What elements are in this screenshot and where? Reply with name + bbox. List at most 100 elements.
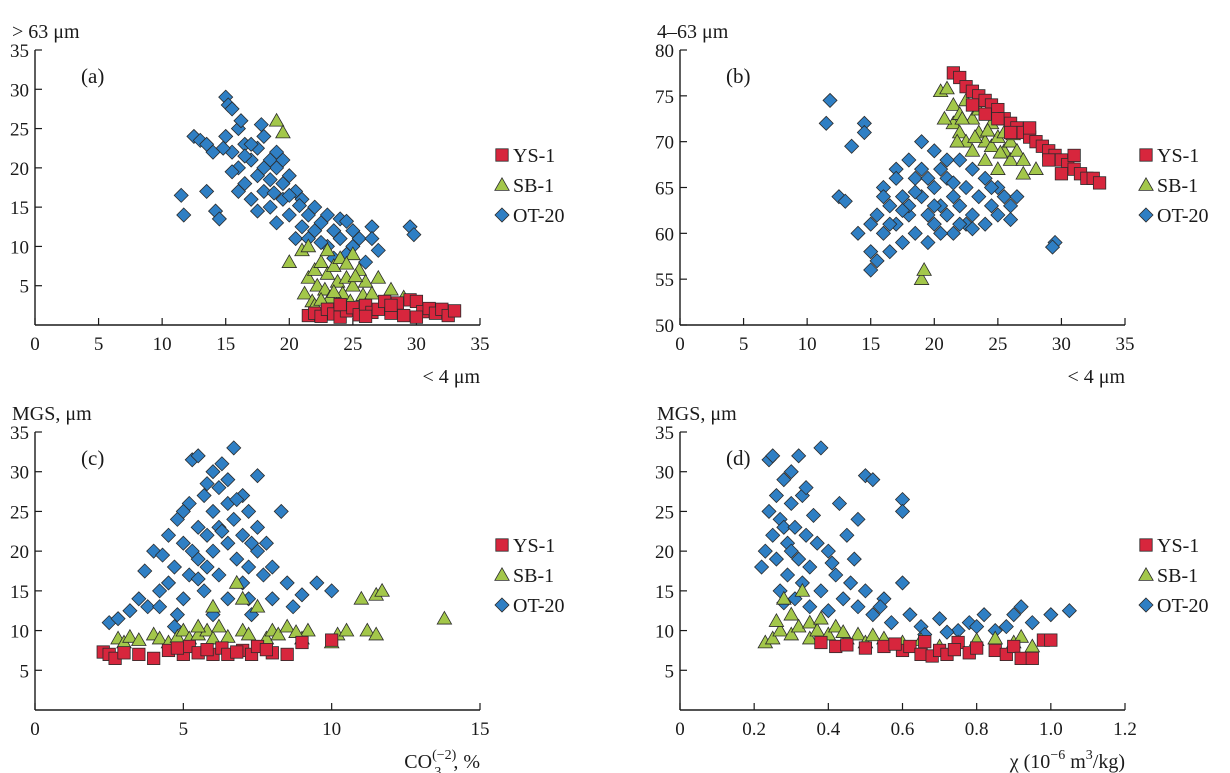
data-point-ot-20 [802,559,818,575]
data-point-sb-1 [268,112,285,127]
data-point-ot-20 [264,591,280,607]
y-tick-label: 15 [10,198,29,219]
data-point-ys-1 [947,643,962,657]
x-tick-label: 0 [675,334,685,355]
data-point-sb-1 [1013,628,1030,643]
data-point-sb-1 [913,271,930,285]
x-tick-label: 15 [471,719,490,740]
data-point-ot-20 [945,175,961,191]
data-point-ot-20 [837,193,853,209]
data-point-ot-20 [281,168,297,184]
data-point-ot-20 [224,164,240,180]
data-point-sb-1 [977,151,994,166]
data-point-ot-20 [828,567,844,583]
legend-label-ot-20: OT-20 [513,595,564,617]
data-point-ot-20 [196,487,212,504]
data-point-sb-1 [364,285,380,300]
data-point-ot-20 [875,189,891,205]
data-point-ot-20 [226,511,242,527]
data-point-ot-20 [894,503,911,519]
data-point-ot-20 [783,464,799,480]
data-point-ot-20 [990,207,1006,223]
data-point-ot-20 [933,225,949,241]
data-point-sb-1 [775,590,792,605]
legend-marker-ys-1 [1139,538,1153,552]
series-ot-20 [754,440,1077,643]
data-point-ot-20 [370,242,386,258]
data-point-ot-20 [831,495,848,512]
y-axis-title: 4–63 μm [657,21,729,43]
data-point-sb-1 [1002,151,1019,166]
data-point-ot-20 [818,115,834,131]
data-point-ot-20 [241,503,257,519]
data-point-ot-20 [939,207,955,223]
data-point-ot-20 [1044,239,1061,255]
data-point-ot-20 [983,198,1000,214]
y-tick-label: 5 [20,661,30,682]
data-point-sb-1 [205,598,221,613]
data-point-ys-1 [280,647,294,662]
data-point-ot-20 [820,603,836,619]
data-point-ot-20 [779,567,796,583]
data-point-ot-20 [850,511,866,527]
data-point-sb-1 [945,96,962,111]
data-point-ot-20 [996,189,1012,205]
x-tick-label: 30 [407,334,426,355]
data-point-ys-1 [918,635,932,649]
data-point-ot-20 [220,472,236,488]
data-point-ot-20 [894,575,911,591]
data-point-sb-1 [368,626,385,641]
data-point-ot-20 [971,189,987,205]
data-point-ot-20 [215,140,231,156]
data-point-ot-20 [229,491,245,508]
data-point-ot-20 [809,535,825,551]
data-point-ot-20 [176,207,192,223]
legend-label-ot-20: OT-20 [1157,595,1208,617]
data-point-ot-20 [883,615,899,631]
x-tick-label: 20 [925,334,944,355]
y-tick-label: 30 [10,80,29,101]
data-point-ys-1 [858,641,873,655]
series-ys-1 [96,633,339,665]
data-point-ot-20 [1043,607,1059,623]
x-tick-label: 10 [798,334,817,355]
x-tick-label: 5 [94,334,104,355]
data-point-sb-1 [383,281,399,296]
data-point-ot-20 [275,152,291,168]
data-point-ot-20 [768,551,784,567]
data-point-sb-1 [306,261,323,276]
data-point-ot-20 [846,551,862,567]
data-point-ys-1 [814,635,828,650]
panel-label: (d) [726,446,751,470]
data-point-ys-1 [1007,639,1021,654]
y-tick-label: 50 [655,316,674,337]
data-point-ot-20 [166,559,182,575]
data-point-ot-20 [835,591,851,607]
panel-label: (c) [81,446,104,470]
data-point-ot-20 [964,161,980,177]
data-point-ot-20 [235,527,251,543]
data-point-ot-20 [765,527,781,543]
data-point-sb-1 [344,277,361,292]
data-point-sb-1 [801,614,818,629]
series-ot-20 [818,92,1063,278]
data-point-ys-1 [840,638,854,652]
data-point-ot-20 [850,225,866,241]
data-point-ys-1 [1023,121,1037,135]
y-axis-title: MGS, μm [12,403,92,425]
data-point-ot-20 [131,591,147,607]
data-point-ys-1 [147,651,161,665]
data-point-ot-20 [863,262,879,278]
data-point-ot-20 [122,603,138,619]
data-point-sb-1 [300,238,317,253]
data-point-ys-1 [1014,651,1028,665]
data-point-ot-20 [958,179,974,196]
y-tick-label: 55 [655,270,674,291]
legend-label-ys-1: YS-1 [513,145,555,167]
data-point-ot-20 [256,183,272,199]
data-point-ot-20 [233,113,249,129]
legend-marker-ys-1 [495,538,509,552]
data-point-ot-20 [224,101,240,117]
data-point-sb-1 [319,265,336,280]
